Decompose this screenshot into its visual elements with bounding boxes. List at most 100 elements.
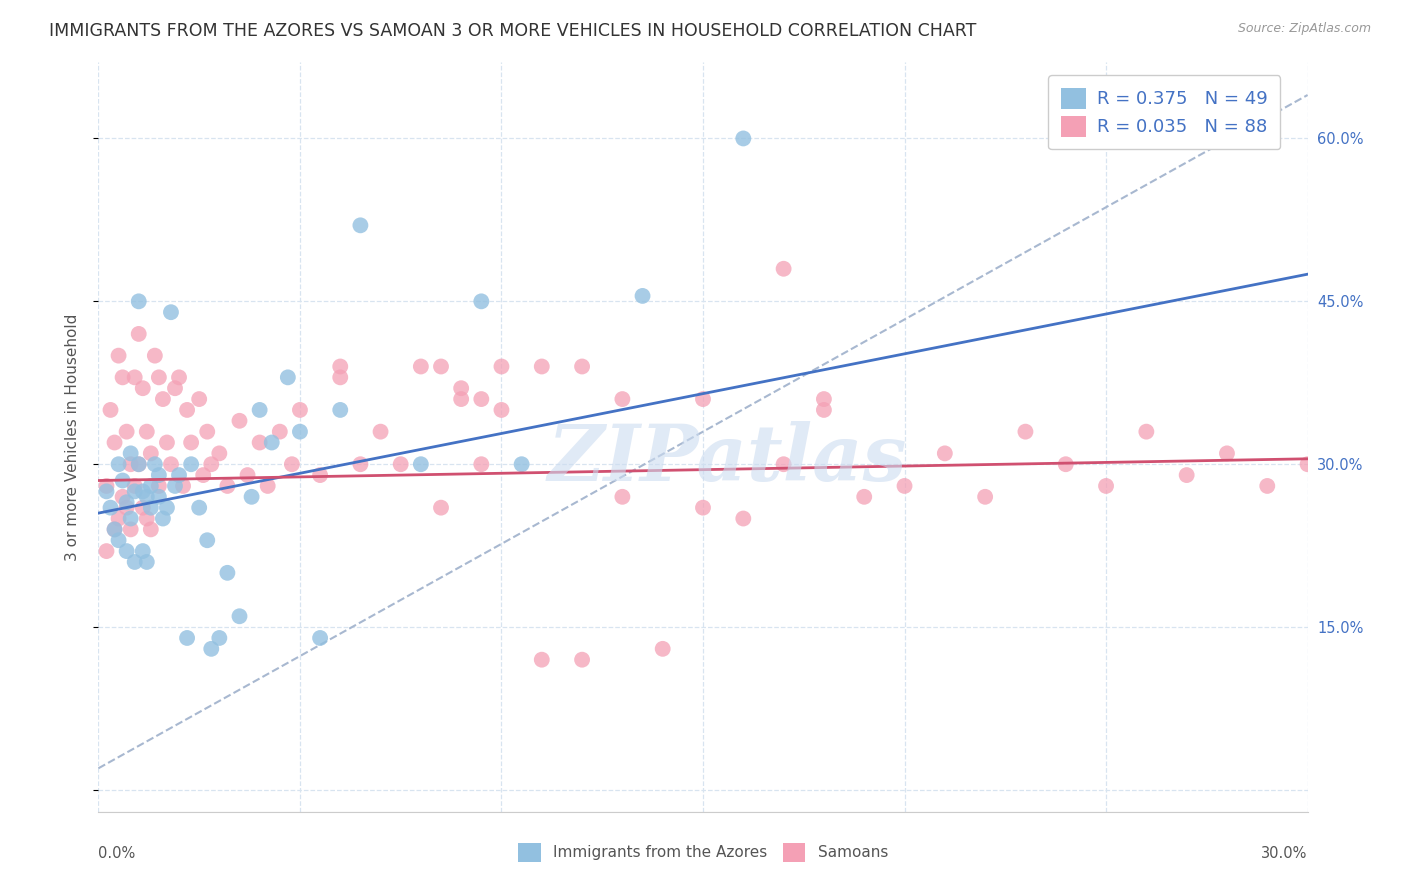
Point: [651, 641, 673, 656]
Point: [139, 522, 162, 536]
Point: [240, 490, 263, 504]
Point: [288, 403, 311, 417]
Point: [733, 511, 755, 525]
Point: [107, 533, 129, 548]
Point: [132, 500, 155, 515]
Point: [148, 479, 170, 493]
Point: [120, 522, 142, 536]
Point: [772, 457, 794, 471]
Point: [148, 370, 170, 384]
Point: [491, 403, 513, 417]
Point: [450, 392, 472, 406]
Point: [329, 403, 352, 417]
Point: [160, 457, 183, 471]
Text: Source: ZipAtlas.com: Source: ZipAtlas.com: [1237, 22, 1371, 36]
Point: [152, 511, 174, 525]
Point: [124, 370, 146, 384]
Point: [100, 500, 122, 515]
Point: [329, 370, 352, 384]
Point: [470, 457, 492, 471]
Point: [107, 511, 129, 525]
Point: [143, 349, 166, 363]
Point: [132, 484, 155, 499]
Point: [813, 403, 835, 417]
Point: [115, 544, 138, 558]
Point: [115, 495, 138, 509]
Point: [103, 435, 125, 450]
Point: [277, 370, 299, 384]
Point: [176, 403, 198, 417]
Point: [148, 468, 170, 483]
Point: [124, 555, 146, 569]
Point: [200, 457, 222, 471]
Point: [188, 500, 211, 515]
Point: [309, 631, 332, 645]
Point: [228, 414, 250, 428]
Point: [612, 392, 634, 406]
Point: [1095, 479, 1118, 493]
Point: [1296, 457, 1319, 471]
Point: [409, 457, 432, 471]
Point: [217, 566, 239, 580]
Point: [176, 631, 198, 645]
Point: [974, 490, 997, 504]
Point: [200, 641, 222, 656]
Y-axis label: 3 or more Vehicles in Household: 3 or more Vehicles in Household: [65, 313, 80, 561]
Point: [120, 457, 142, 471]
Point: [135, 490, 157, 504]
Point: [103, 522, 125, 536]
Point: [530, 359, 553, 374]
Point: [195, 425, 218, 439]
Point: [1135, 425, 1157, 439]
Point: [510, 457, 533, 471]
Point: [249, 435, 271, 450]
Point: [260, 435, 283, 450]
Point: [853, 490, 876, 504]
Point: [1216, 446, 1239, 460]
Point: [1256, 479, 1278, 493]
Point: [217, 479, 239, 493]
Point: [135, 511, 157, 525]
Text: 0.0%: 0.0%: [98, 847, 135, 862]
Point: [148, 490, 170, 504]
Point: [128, 294, 150, 309]
Point: [430, 500, 453, 515]
Point: [163, 381, 186, 395]
Point: [188, 392, 211, 406]
Point: [128, 457, 150, 471]
Point: [195, 533, 218, 548]
Point: [115, 500, 138, 515]
Point: [389, 457, 412, 471]
Point: [309, 468, 332, 483]
Point: [288, 425, 311, 439]
Point: [156, 500, 179, 515]
Point: [132, 544, 155, 558]
Point: [107, 457, 129, 471]
Point: [167, 468, 190, 483]
Point: [156, 435, 179, 450]
Point: [281, 457, 304, 471]
Point: [349, 457, 371, 471]
Point: [96, 484, 118, 499]
Point: [96, 544, 118, 558]
Point: [120, 446, 142, 460]
Point: [1014, 425, 1036, 439]
Point: [100, 403, 122, 417]
Point: [450, 381, 472, 395]
Point: [430, 359, 453, 374]
Point: [139, 446, 162, 460]
Point: [103, 522, 125, 536]
Point: [107, 349, 129, 363]
Point: [349, 219, 371, 233]
Point: [128, 326, 150, 341]
Point: [228, 609, 250, 624]
Point: [612, 490, 634, 504]
Point: [96, 479, 118, 493]
Point: [132, 381, 155, 395]
Point: [571, 653, 593, 667]
Point: [172, 479, 194, 493]
Point: [692, 500, 714, 515]
Point: [208, 446, 231, 460]
Point: [124, 479, 146, 493]
Point: [111, 490, 134, 504]
